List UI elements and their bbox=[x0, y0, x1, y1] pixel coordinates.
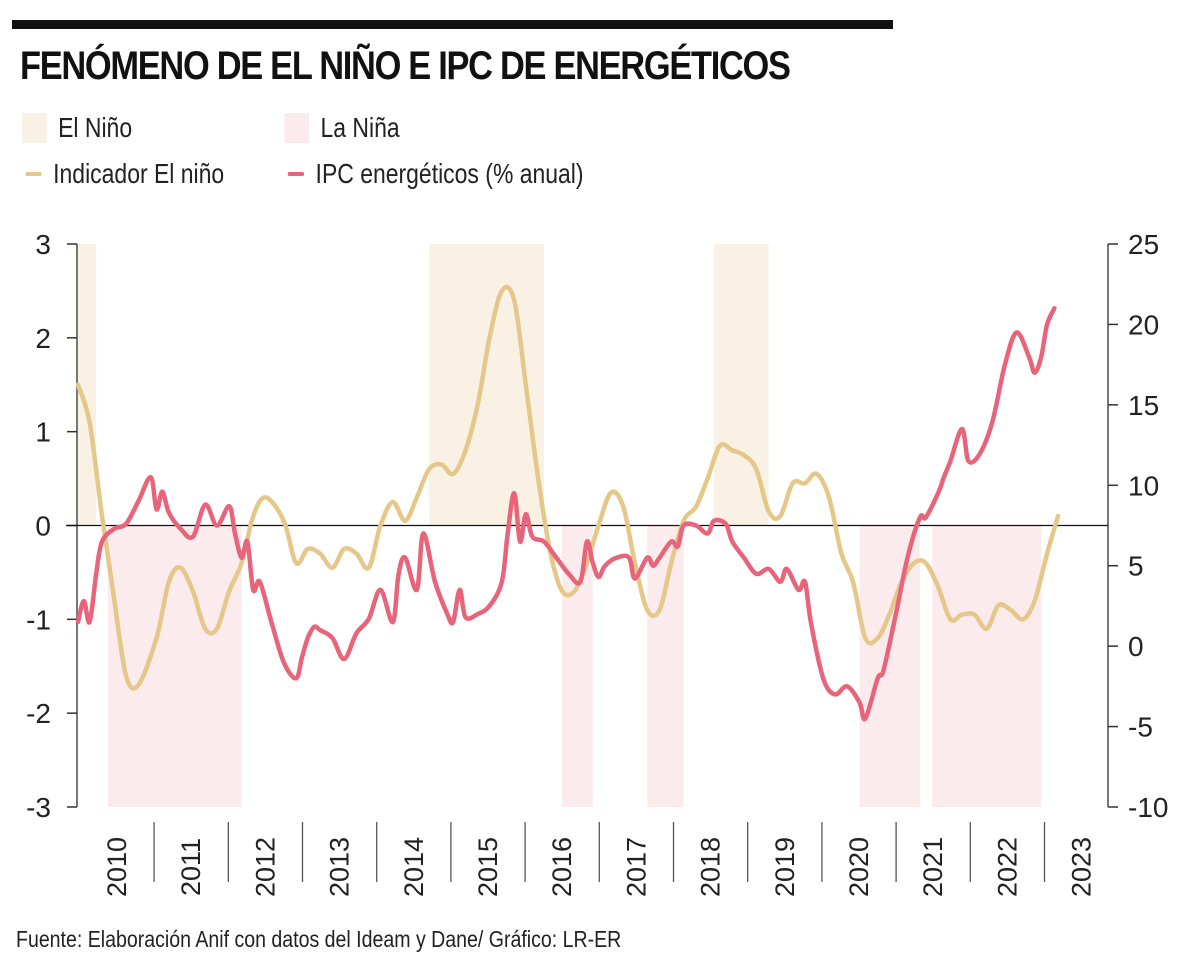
left-tick-label: 2 bbox=[35, 323, 51, 354]
el-nino-swatch-icon bbox=[22, 113, 47, 143]
la-nina-band bbox=[647, 525, 684, 807]
right-tick-label: -10 bbox=[1128, 792, 1168, 823]
la-nina-swatch-icon bbox=[284, 113, 309, 143]
x-tick-label: 2013 bbox=[325, 837, 355, 897]
right-tick-label: 10 bbox=[1128, 470, 1159, 501]
right-tick-label: 15 bbox=[1128, 390, 1159, 421]
left-tick-label: 1 bbox=[35, 417, 51, 448]
la-nina-band bbox=[562, 525, 593, 807]
legend-label: Indicador El niño bbox=[53, 158, 225, 189]
right-tick-label: -5 bbox=[1128, 712, 1153, 743]
title-rule bbox=[12, 20, 893, 29]
legend-label: IPC energéticos (% anual) bbox=[315, 158, 584, 189]
right-tick-label: 0 bbox=[1128, 631, 1144, 662]
source-note: Fuente: Elaboración Anif con datos del I… bbox=[16, 926, 622, 952]
indicador-line-icon bbox=[25, 172, 42, 176]
legend-item-el-nino: El Niño bbox=[22, 112, 132, 144]
x-tick-label: 2010 bbox=[102, 837, 132, 897]
right-tick-label: 25 bbox=[1128, 229, 1159, 260]
x-tick-label: 2023 bbox=[1067, 837, 1097, 897]
ipc-line-icon bbox=[287, 172, 305, 176]
la-nina-band bbox=[932, 525, 1042, 807]
x-tick-label: 2019 bbox=[770, 837, 800, 897]
right-tick-label: 5 bbox=[1128, 551, 1144, 582]
x-tick-label: 2018 bbox=[696, 837, 726, 897]
indicador-el-nino-line bbox=[75, 284, 1061, 691]
bands-layer bbox=[78, 244, 1042, 807]
x-tick-label: 2022 bbox=[992, 837, 1022, 897]
x-tick-label: 2011 bbox=[176, 838, 206, 896]
legend-label: El Niño bbox=[58, 112, 133, 143]
lines-layer bbox=[75, 284, 1061, 722]
left-tick-label: -3 bbox=[26, 792, 51, 823]
left-tick-label: -1 bbox=[26, 604, 51, 635]
x-tick-label: 2014 bbox=[399, 837, 429, 897]
chart-title: FENÓMENO DE EL NIÑO E IPC DE ENERGÉTICOS bbox=[20, 44, 791, 88]
legend-item-la-nina: La Niña bbox=[284, 112, 400, 144]
left-tick-label: 0 bbox=[35, 511, 51, 542]
el-nino-band bbox=[78, 244, 97, 526]
left-tick-label: -2 bbox=[26, 698, 51, 729]
right-tick-label: 20 bbox=[1128, 309, 1159, 340]
x-tick-label: 2021 bbox=[918, 837, 948, 897]
x-tick-label: 2015 bbox=[473, 837, 503, 897]
ipc-energeticos-line bbox=[75, 306, 1057, 722]
x-tick-label: 2016 bbox=[547, 837, 577, 897]
legend-label: La Niña bbox=[320, 112, 400, 143]
la-nina-band bbox=[859, 525, 920, 807]
x-tick-label: 2020 bbox=[844, 837, 874, 897]
legend-item-ipc: IPC energéticos (% anual) bbox=[284, 158, 584, 190]
x-tick-label: 2012 bbox=[250, 837, 280, 897]
legend-item-indicador: Indicador El niño bbox=[22, 158, 224, 190]
left-tick-label: 3 bbox=[35, 229, 51, 260]
x-tick-label: 2017 bbox=[621, 837, 651, 897]
